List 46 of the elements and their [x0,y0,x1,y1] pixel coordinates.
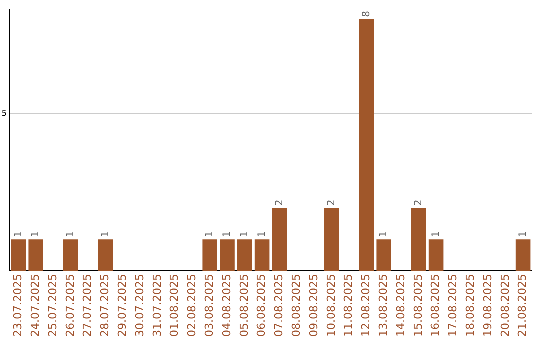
x-tick-label: 26.07.2025 [64,274,77,338]
x-tick-label: 19.08.2025 [481,274,494,338]
x-tick-label: 06.08.2025 [255,274,268,338]
data-label: 1 [30,231,42,238]
x-tick-label: 14.08.2025 [394,274,408,338]
x-tick-label: 30.07.2025 [133,274,146,338]
ref-line-label: 5 [2,108,7,118]
x-tick-label: 18.08.2025 [464,274,477,338]
x-tick-label: 24.07.2025 [28,274,42,338]
data-label: 2 [413,200,424,206]
data-label: 1 [378,231,390,238]
data-label: 1 [65,231,76,238]
x-tick-label: 07.08.2025 [272,274,286,338]
x-tick-label: 28.07.2025 [98,274,112,338]
data-label: 8 [361,11,372,18]
x-tick-label: 27.07.2025 [81,274,94,338]
x-tick-label: 05.08.2025 [238,274,251,338]
x-tick-label: 08.08.2025 [290,274,303,338]
x-tick-label: 17.08.2025 [446,274,460,338]
data-label: 1 [256,231,268,238]
data-label: 1 [518,231,529,238]
data-label: 2 [274,200,286,206]
x-tick-label: 21.08.2025 [516,274,530,338]
x-tick-label: 03.08.2025 [202,274,216,338]
x-tick-label: 04.08.2025 [220,274,234,338]
x-tick-label: 25.07.2025 [46,274,60,338]
data-label: 1 [239,231,250,238]
data-label: 1 [100,231,112,238]
x-tick-label: 20.08.2025 [498,274,512,338]
x-tick-label: 02.08.2025 [186,274,199,338]
data-label: 1 [222,231,234,238]
x-tick-label: 09.08.2025 [307,274,320,338]
x-tick-label: 23.07.2025 [12,274,25,338]
x-tick-label: 10.08.2025 [324,274,338,338]
x-tick-label: 13.08.2025 [376,274,390,338]
x-tick-label: 12.08.2025 [360,274,373,338]
x-tick-label: 31.07.2025 [150,274,164,338]
x-tick-label: 16.08.2025 [429,274,442,338]
data-label: 2 [326,200,338,206]
x-tick-label: 29.07.2025 [116,274,129,338]
data-label: 1 [430,231,442,238]
data-label: 1 [13,231,24,238]
x-tick-label: 11.08.2025 [342,274,356,338]
x-tick-label: 15.08.2025 [412,274,425,338]
x-tick-label: 01.08.2025 [168,274,182,338]
data-label: 1 [204,231,216,238]
